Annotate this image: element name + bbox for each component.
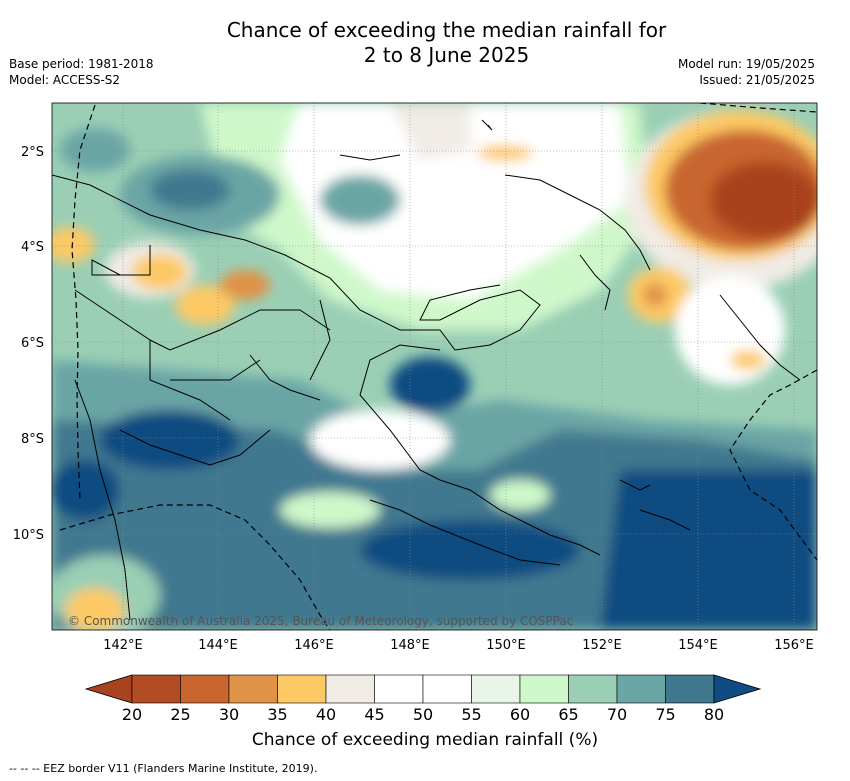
colorbar-bin: [616, 674, 666, 704]
map-title: Chance of exceeding the median rainfall …: [0, 18, 850, 68]
colorbar-bin: [325, 674, 375, 704]
colorbar-tick-label: 30: [219, 705, 239, 724]
lon-label: 146°E: [294, 638, 334, 653]
colorbar: 20 25 30 35 40 45 50 55 60 65 70 75 80: [84, 674, 762, 724]
lon-label: 154°E: [678, 638, 718, 653]
colorbar-tick-label: 60: [510, 705, 530, 724]
copyright-credit: © Commonwealth of Australia 2025, Bureau…: [68, 614, 574, 628]
base-period: Base period: 1981-2018: [9, 57, 154, 71]
colorbar-bin: [228, 674, 278, 704]
lat-label: 2°S: [21, 145, 44, 160]
colorbar-bin: [131, 674, 181, 704]
model-run: Model run: 19/05/2025: [677, 57, 815, 71]
colorbar-bin: [519, 674, 569, 704]
meta-left: Base period: 1981-2018 Model: ACCESS-S2: [9, 56, 154, 88]
colorbar-tick-label: 75: [655, 705, 675, 724]
lon-label: 152°E: [582, 638, 622, 653]
colorbar-bin: [422, 674, 472, 704]
lon-label: 156°E: [774, 638, 814, 653]
colorbar-bin: [568, 674, 618, 704]
colorbar-bin: [277, 674, 327, 704]
lat-label: 6°S: [21, 336, 44, 351]
graticule: [52, 103, 817, 630]
latitude-labels: 2°S 4°S 6°S 8°S 10°S: [13, 145, 44, 543]
lon-label: 150°E: [486, 638, 526, 653]
longitude-labels: 142°E 144°E 146°E 148°E 150°E 152°E 154°…: [103, 638, 814, 653]
colorbar-bin: [471, 674, 521, 704]
lat-label: 10°S: [13, 528, 44, 543]
title-line-2: 2 to 8 June 2025: [363, 43, 530, 67]
model-name: Model: ACCESS-S2: [9, 73, 121, 87]
colorbar-tick-label: 55: [461, 705, 481, 724]
colorbar-extend-high: [713, 674, 762, 704]
colorbar-tick-label: 70: [607, 705, 627, 724]
coastlines: [52, 119, 801, 621]
colorbar-tick-label: 80: [704, 705, 724, 724]
colorbar-tick-label: 45: [364, 705, 384, 724]
lon-label: 142°E: [103, 638, 143, 653]
borders: [74, 245, 331, 421]
eez-border: [59, 103, 817, 630]
lon-label: 148°E: [390, 638, 430, 653]
colorbar-bin: [665, 674, 715, 704]
colorbar-tick-label: 25: [170, 705, 190, 724]
title-line-1: Chance of exceeding the median rainfall …: [226, 18, 667, 42]
map-frame: [51, 102, 818, 631]
colorbar-bin: [180, 674, 230, 704]
colorbar-label: Chance of exceeding median rainfall (%): [251, 730, 599, 750]
colorbar-tick-label: 20: [122, 705, 142, 724]
issued-date: Issued: 21/05/2025: [699, 73, 815, 87]
lon-label: 144°E: [198, 638, 238, 653]
lat-label: 4°S: [21, 240, 44, 255]
colorbar-tick-label: 40: [316, 705, 336, 724]
probability-field: [52, 103, 817, 630]
lat-label: 8°S: [21, 432, 44, 447]
colorbar-tick-label: 35: [267, 705, 287, 724]
colorbar-tick-label: 65: [558, 705, 578, 724]
meta-right: Model run: 19/05/2025 Issued: 21/05/2025: [678, 56, 815, 88]
colorbar-bin: [374, 674, 424, 704]
colorbar-tick-label: 50: [413, 705, 433, 724]
eez-footnote: -- -- -- EEZ border V11 (Flanders Marine…: [9, 762, 318, 775]
colorbar-extend-low: [84, 674, 133, 704]
